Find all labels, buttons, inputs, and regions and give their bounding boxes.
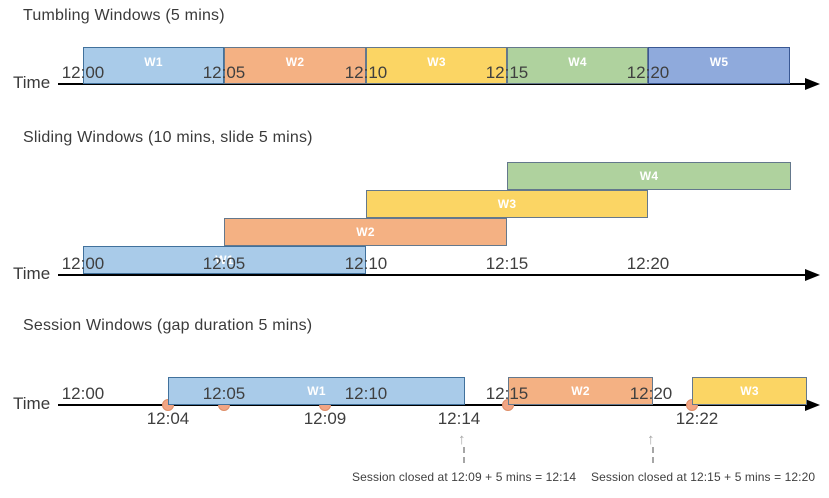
tumbling-axis-arrow-icon xyxy=(805,78,820,90)
event-time-label: 12:09 xyxy=(303,409,347,428)
tick-label: 12:15 xyxy=(485,254,529,273)
tumbling-window-bar: W2 xyxy=(224,47,366,84)
tick-label: 12:05 xyxy=(202,384,246,403)
event-time-label: 12:14 xyxy=(437,409,481,428)
tick-label: 12:05 xyxy=(202,63,246,82)
callout-arrow-up-icon: ↑ xyxy=(647,431,655,448)
tumbling-window-bar: W4 xyxy=(507,47,648,84)
window-label: W2 xyxy=(571,384,590,398)
tick-label: 12:00 xyxy=(61,384,105,403)
tumbling-section-title: Tumbling Windows (5 mins) xyxy=(23,7,225,24)
tumbling-window-bar: W3 xyxy=(366,47,507,84)
time-axis-label: Time xyxy=(13,264,51,283)
tick-label: 12:10 xyxy=(344,254,388,273)
window-label: W3 xyxy=(427,55,446,69)
tick-label: 12:15 xyxy=(485,384,529,403)
tick-label: 12:20 xyxy=(626,63,670,82)
callout-arrow-dash xyxy=(463,447,465,463)
tick-label: 12:10 xyxy=(344,63,388,82)
window-label: W4 xyxy=(568,55,587,69)
tick-label: 12:15 xyxy=(485,63,529,82)
window-label: W4 xyxy=(639,169,659,183)
sliding-window-bar: W2 xyxy=(224,218,507,246)
session-window-bar: W1 xyxy=(168,377,465,405)
window-label: W3 xyxy=(497,197,517,211)
session-window-bar: W2 xyxy=(508,377,653,405)
tick-label: 12:10 xyxy=(344,384,388,403)
window-label: W1 xyxy=(144,55,163,69)
callout-arrow-dash xyxy=(652,447,654,463)
time-axis-label: Time xyxy=(13,73,51,92)
window-label: W3 xyxy=(740,384,759,398)
tick-label: 12:00 xyxy=(61,254,105,273)
time-axis-label: Time xyxy=(13,394,51,413)
tick-label: 12:00 xyxy=(61,63,105,82)
event-time-label: 12:04 xyxy=(146,409,190,428)
sliding-timeline xyxy=(58,274,808,276)
tumbling-window-bar: W5 xyxy=(648,47,790,84)
sliding-axis-arrow-icon xyxy=(805,269,820,281)
session-section-title: Session Windows (gap duration 5 mins) xyxy=(23,317,313,334)
tick-label: 12:20 xyxy=(626,254,670,273)
sliding-window-bar: W3 xyxy=(366,190,648,218)
callout-arrow-up-icon: ↑ xyxy=(458,431,466,448)
window-label: W5 xyxy=(709,55,729,69)
window-label: W1 xyxy=(307,384,326,398)
sliding-window-bar: W4 xyxy=(507,162,791,190)
session-close-annotation: Session closed at 12:09 + 5 mins = 12:14 xyxy=(352,470,577,484)
window-label: W2 xyxy=(285,55,305,69)
event-time-label: 12:22 xyxy=(675,409,719,428)
tick-label: 12:05 xyxy=(202,254,246,273)
tick-label: 12:20 xyxy=(629,384,673,403)
window-label: W2 xyxy=(356,225,375,239)
sliding-section-title: Sliding Windows (10 mins, slide 5 mins) xyxy=(23,129,313,146)
session-window-bar: W3 xyxy=(692,377,807,405)
tumbling-window-bar: W1 xyxy=(83,47,224,84)
window-label: W1 xyxy=(215,253,234,267)
sliding-window-bar: W1 xyxy=(83,246,366,274)
session-timeline xyxy=(58,404,808,406)
tumbling-timeline xyxy=(58,83,808,85)
session-axis-arrow-icon xyxy=(805,399,820,411)
session-close-annotation: Session closed at 12:15 + 5 mins = 12:20 xyxy=(591,470,816,484)
